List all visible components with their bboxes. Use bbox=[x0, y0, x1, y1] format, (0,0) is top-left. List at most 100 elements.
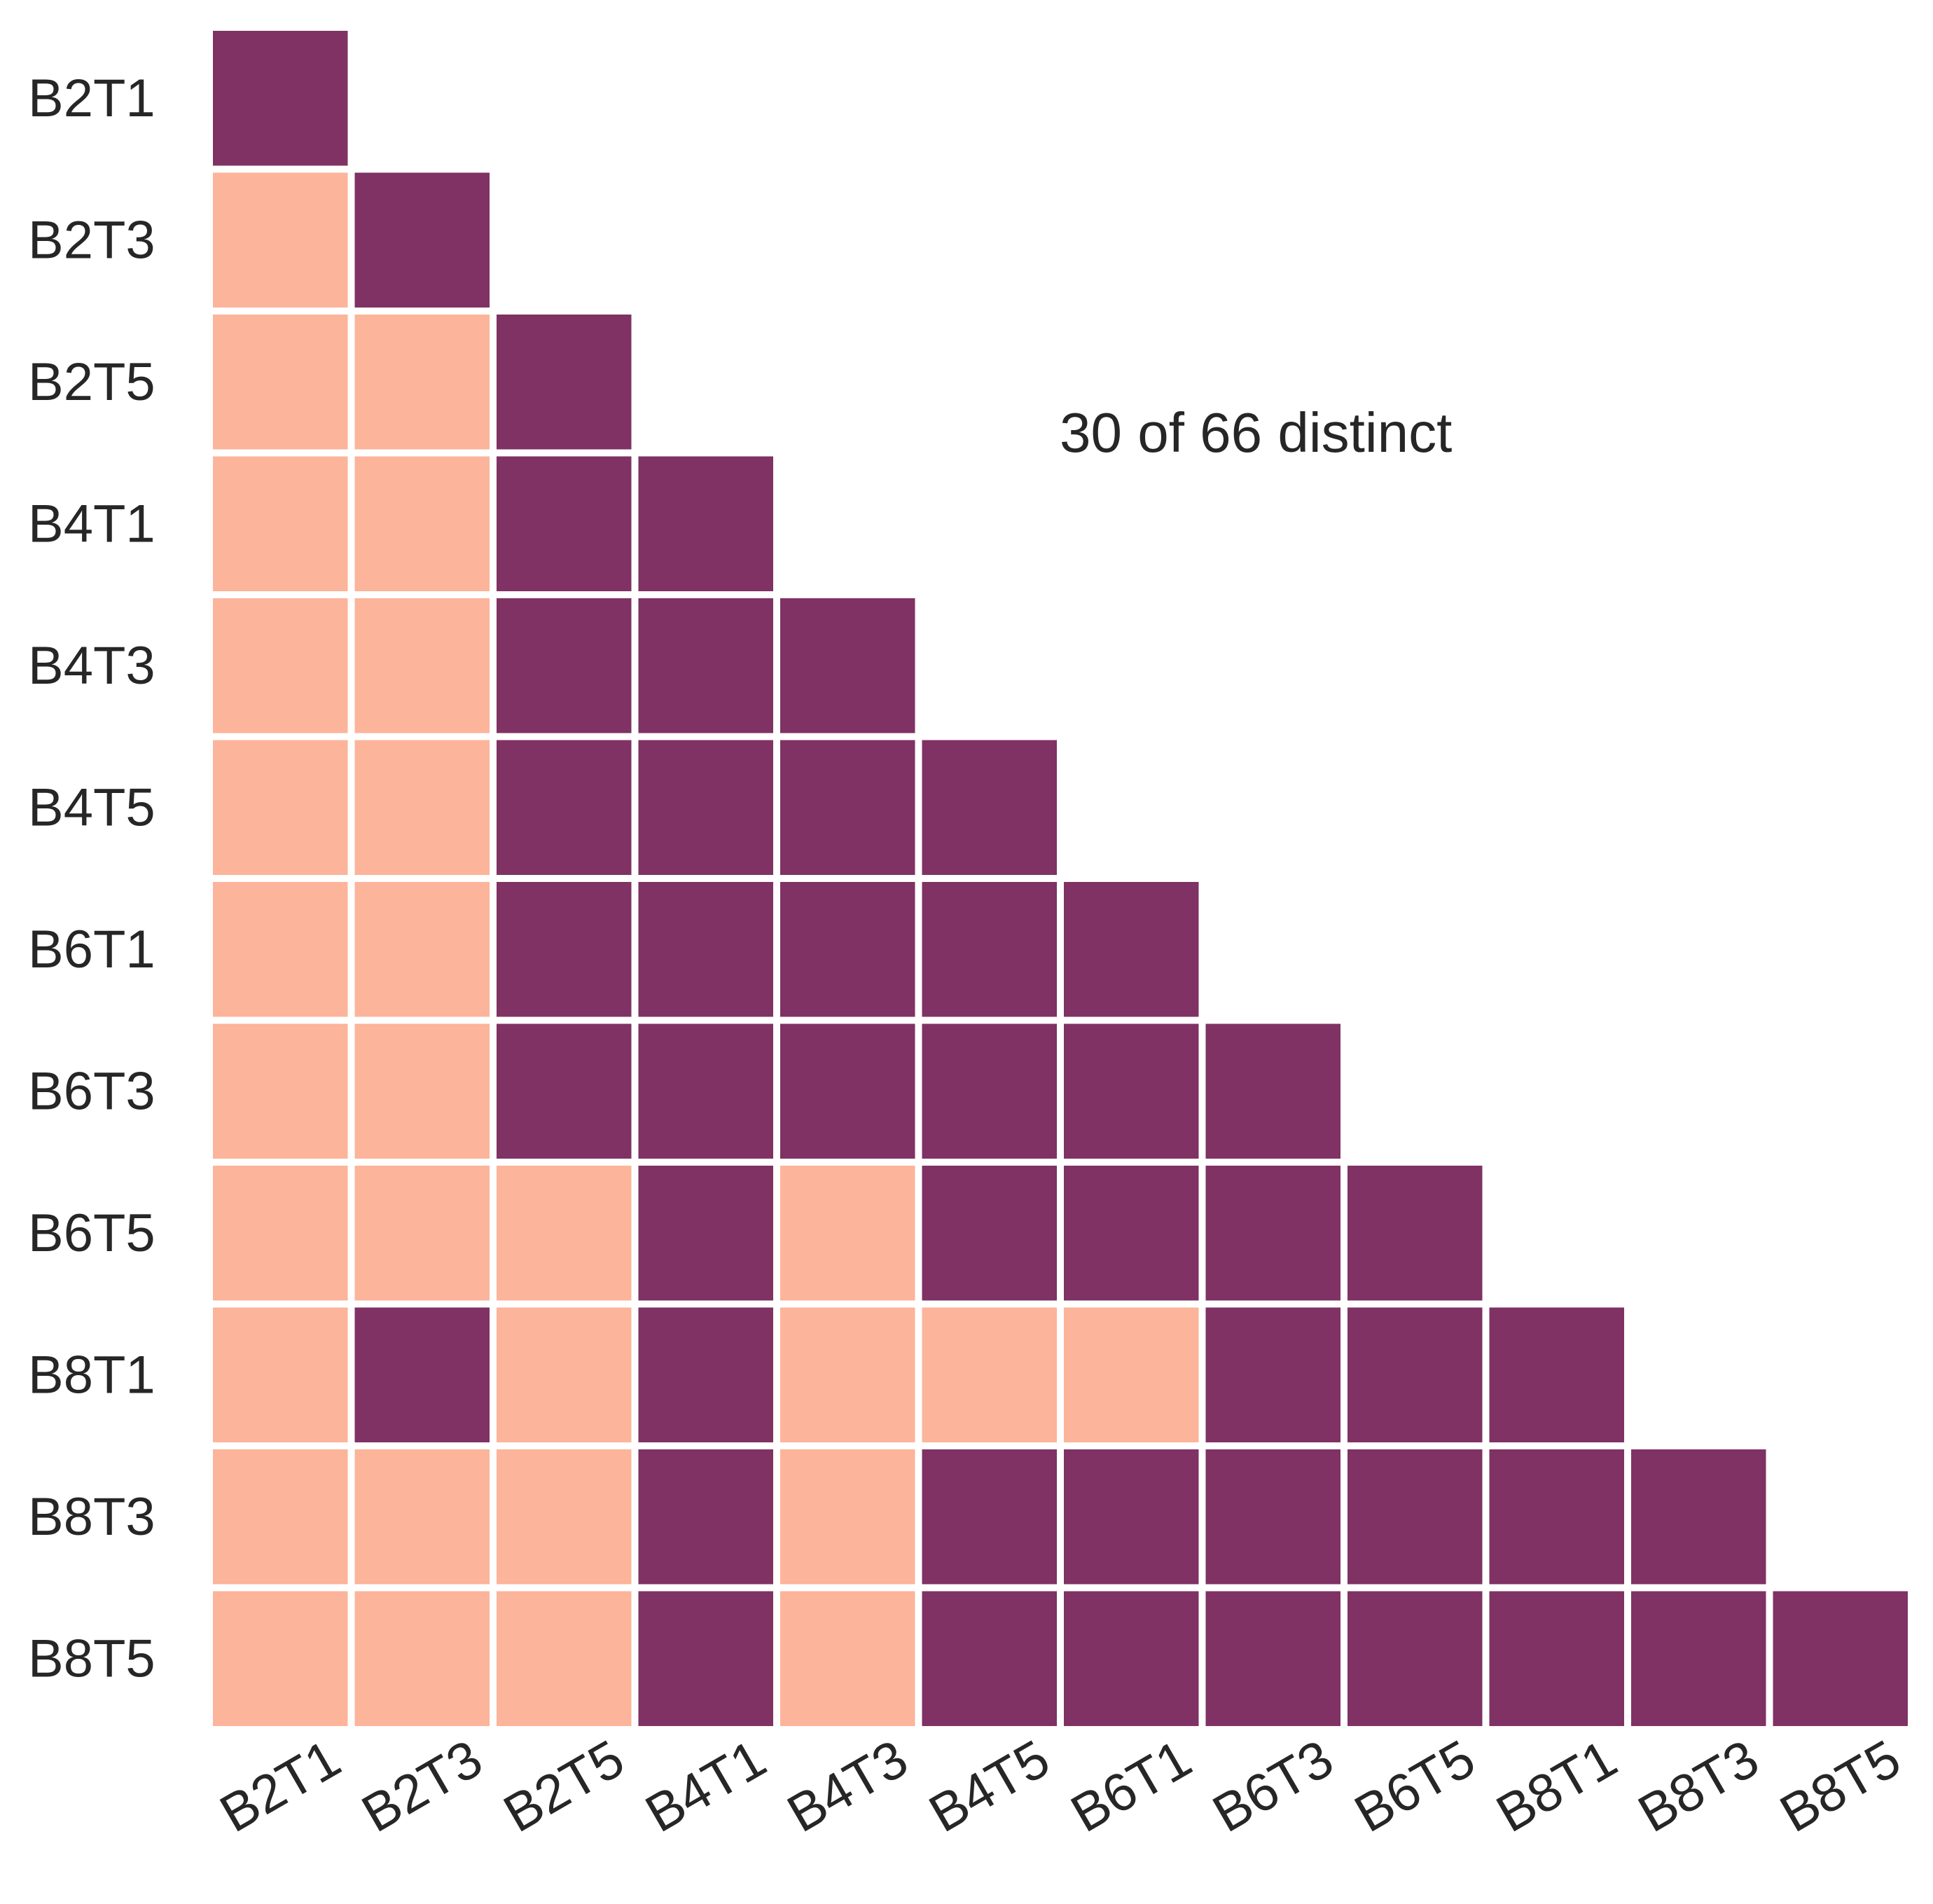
heatmap-cell-b6t1-b6t1 bbox=[1064, 882, 1199, 1017]
heatmap-cell-b4t3-b2t3 bbox=[354, 598, 490, 733]
heatmap-cell-b4t1-b2t5 bbox=[497, 456, 632, 591]
heatmap-cell-b8t5-b4t5 bbox=[922, 1591, 1057, 1726]
heatmap-cell-b4t1-b2t1 bbox=[213, 456, 348, 591]
heatmap-cell-b8t1-b4t1 bbox=[638, 1307, 773, 1442]
x-tick-label-b8t1: B8T1 bbox=[1487, 1729, 1627, 1844]
heatmap-cell-b2t5-b2t1 bbox=[213, 315, 348, 450]
y-tick-label-b8t1: B8T1 bbox=[28, 1345, 155, 1405]
heatmap-cell-b8t3-b8t1 bbox=[1489, 1449, 1624, 1585]
heatmap-cell-b4t3-b4t1 bbox=[638, 598, 773, 733]
heatmap-cell-b8t1-b2t1 bbox=[213, 1307, 348, 1442]
y-tick-label-b4t5: B4T5 bbox=[28, 778, 155, 837]
heatmap-cell-b4t3-b2t1 bbox=[213, 598, 348, 733]
heatmap-cell-b6t5-b6t5 bbox=[1347, 1166, 1483, 1301]
heatmap-cell-b6t1-b4t5 bbox=[922, 882, 1057, 1017]
y-tick-label-b6t3: B6T3 bbox=[28, 1061, 155, 1121]
heatmap-cell-b6t3-b6t1 bbox=[1064, 1023, 1199, 1159]
heatmap-cell-b4t5-b2t3 bbox=[354, 740, 490, 875]
x-tick-label-b2t3: B2T3 bbox=[352, 1729, 492, 1844]
heatmap-cell-b8t5-b4t1 bbox=[638, 1591, 773, 1726]
heatmap-cell-b6t3-b2t1 bbox=[213, 1023, 348, 1159]
heatmap-cell-b4t5-b2t5 bbox=[497, 740, 632, 875]
heatmap-cell-b8t3-b4t1 bbox=[638, 1449, 773, 1585]
heatmap-cell-b6t3-b2t3 bbox=[354, 1023, 490, 1159]
heatmap-cell-b4t1-b4t1 bbox=[638, 456, 773, 591]
heatmap-cell-b8t5-b8t1 bbox=[1489, 1591, 1624, 1726]
heatmap-cell-b6t1-b2t3 bbox=[354, 882, 490, 1017]
heatmap-cell-b8t1-b8t1 bbox=[1489, 1307, 1624, 1442]
heatmap-cell-b8t1-b6t1 bbox=[1064, 1307, 1199, 1442]
heatmap-cells bbox=[213, 31, 1908, 1726]
heatmap-cell-b4t3-b4t3 bbox=[780, 598, 915, 733]
heatmap-cell-b4t3-b2t5 bbox=[497, 598, 632, 733]
x-tick-label-b8t5: B8T5 bbox=[1771, 1729, 1911, 1844]
heatmap-cell-b4t5-b4t1 bbox=[638, 740, 773, 875]
y-tick-label-b6t1: B6T1 bbox=[28, 920, 155, 979]
heatmap-cell-b6t5-b6t3 bbox=[1205, 1166, 1340, 1301]
heatmap-cell-b6t5-b4t3 bbox=[780, 1166, 915, 1301]
heatmap-cell-b8t5-b8t3 bbox=[1631, 1591, 1766, 1726]
heatmap-cell-b2t3-b2t1 bbox=[213, 172, 348, 308]
heatmap-cell-b6t1-b2t1 bbox=[213, 882, 348, 1017]
heatmap-cell-b4t5-b4t3 bbox=[780, 740, 915, 875]
x-tick-label-b2t5: B2T5 bbox=[494, 1729, 634, 1844]
x-tick-label-b2t1: B2T1 bbox=[210, 1729, 350, 1844]
x-tick-label-b8t3: B8T3 bbox=[1628, 1729, 1768, 1844]
y-tick-labels: B2T1 B2T3 B2T5 B4T1 B4T3 B4T5 B6T1 B6T3 B6T5 B8T1… bbox=[28, 69, 155, 1689]
x-tick-label-b4t5: B4T5 bbox=[920, 1729, 1060, 1844]
heatmap-cell-b6t5-b4t5 bbox=[922, 1166, 1057, 1301]
y-tick-label-b2t3: B2T3 bbox=[28, 210, 155, 270]
heatmap-cell-b4t5-b4t5 bbox=[922, 740, 1057, 875]
heatmap-cell-b8t1-b6t5 bbox=[1347, 1307, 1483, 1442]
y-tick-label-b4t1: B4T1 bbox=[28, 494, 155, 553]
heatmap-cell-b8t1-b2t3 bbox=[354, 1307, 490, 1442]
heatmap-cell-b8t5-b2t1 bbox=[213, 1591, 348, 1726]
heatmap-cell-b8t3-b6t3 bbox=[1205, 1449, 1340, 1585]
heatmap-cell-b6t1-b2t5 bbox=[497, 882, 632, 1017]
heatmap-cell-b6t5-b6t1 bbox=[1064, 1166, 1199, 1301]
heatmap-cell-b6t3-b4t3 bbox=[780, 1023, 915, 1159]
heatmap-cell-b8t5-b2t5 bbox=[497, 1591, 632, 1726]
heatmap-cell-b8t1-b2t5 bbox=[497, 1307, 632, 1442]
y-tick-label-b6t5: B6T5 bbox=[28, 1203, 155, 1263]
x-tick-label-b6t3: B6T3 bbox=[1203, 1729, 1343, 1844]
x-tick-label-b4t1: B4T1 bbox=[636, 1729, 776, 1844]
heatmap-cell-b2t1-b2t1 bbox=[213, 31, 348, 166]
heatmap-cell-b6t3-b4t1 bbox=[638, 1023, 773, 1159]
heatmap-cell-b8t5-b8t5 bbox=[1773, 1591, 1908, 1726]
y-tick-label-b2t5: B2T5 bbox=[28, 352, 155, 412]
y-tick-label-b2t1: B2T1 bbox=[28, 69, 155, 128]
heatmap-cell-b8t1-b4t5 bbox=[922, 1307, 1057, 1442]
heatmap-cell-b8t5-b4t3 bbox=[780, 1591, 915, 1726]
heatmap-cell-b8t3-b8t3 bbox=[1631, 1449, 1766, 1585]
heatmap-cell-b8t3-b6t5 bbox=[1347, 1449, 1483, 1585]
heatmap-cell-b2t5-b2t5 bbox=[497, 315, 632, 450]
heatmap-cell-b8t1-b6t3 bbox=[1205, 1307, 1340, 1442]
heatmap-cell-b8t1-b4t3 bbox=[780, 1307, 915, 1442]
heatmap-cell-b8t3-b6t1 bbox=[1064, 1449, 1199, 1585]
x-tick-label-b4t3: B4T3 bbox=[777, 1729, 917, 1844]
heatmap-cell-b8t5-b2t3 bbox=[354, 1591, 490, 1726]
distinct-count-annotation: 30 of 66 distinct bbox=[1060, 401, 1452, 464]
heatmap-cell-b8t3-b2t3 bbox=[354, 1449, 490, 1585]
heatmap-cell-b8t3-b2t1 bbox=[213, 1449, 348, 1585]
heatmap-cell-b6t5-b2t5 bbox=[497, 1166, 632, 1301]
heatmap-cell-b6t5-b2t3 bbox=[354, 1166, 490, 1301]
heatmap-cell-b6t1-b4t3 bbox=[780, 882, 915, 1017]
x-tick-label-b6t5: B6T5 bbox=[1345, 1729, 1485, 1844]
heatmap-cell-b8t3-b4t5 bbox=[922, 1449, 1057, 1585]
heatmap-cell-b8t5-b6t1 bbox=[1064, 1591, 1199, 1726]
heatmap-cell-b6t5-b2t1 bbox=[213, 1166, 348, 1301]
heatmap-cell-b6t1-b4t1 bbox=[638, 882, 773, 1017]
heatmap-cell-b2t5-b2t3 bbox=[354, 315, 490, 450]
heatmap-cell-b6t5-b4t1 bbox=[638, 1166, 773, 1301]
heatmap-cell-b8t5-b6t3 bbox=[1205, 1591, 1340, 1726]
heatmap-cell-b8t3-b2t5 bbox=[497, 1449, 632, 1585]
x-tick-labels: B2T1 B2T3 B2T5 B4T1 B4T3 B4T5 B6T1 B6T3 B6T5 B8T1… bbox=[210, 1729, 1910, 1844]
heatmap-cell-b4t1-b2t3 bbox=[354, 456, 490, 591]
heatmap-cell-b2t3-b2t3 bbox=[354, 172, 490, 308]
x-tick-label-b6t1: B6T1 bbox=[1061, 1729, 1201, 1844]
y-tick-label-b8t5: B8T5 bbox=[28, 1629, 155, 1688]
heatmap-cell-b8t5-b6t5 bbox=[1347, 1591, 1483, 1726]
